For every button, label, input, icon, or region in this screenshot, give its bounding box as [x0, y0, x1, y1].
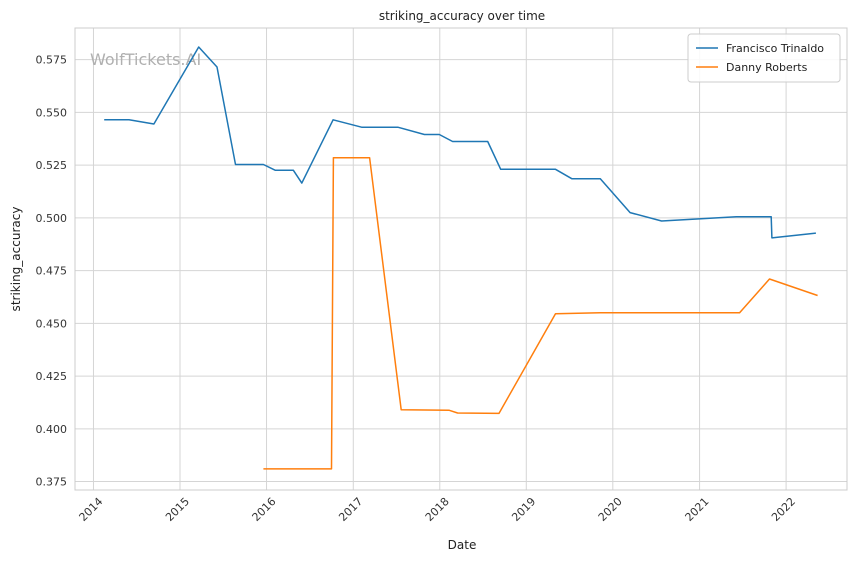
series-line-2 — [263, 156, 818, 470]
y-axis-label: striking_accuracy — [9, 207, 23, 312]
y-tick-label: 0.400 — [36, 423, 68, 436]
y-tick-label: 0.475 — [36, 265, 68, 278]
y-tick-label: 0.550 — [36, 106, 68, 119]
legend-box — [687, 33, 841, 83]
y-tick-label: 0.500 — [36, 212, 68, 225]
legend-label-1: Francisco Trinaldo — [726, 42, 824, 55]
y-tick-label: 0.425 — [36, 370, 68, 383]
plot-area — [74, 27, 848, 491]
y-tick-label: 0.525 — [36, 159, 68, 172]
y-tick-label: 0.575 — [36, 54, 68, 67]
y-tick-label: 0.375 — [36, 476, 68, 489]
series-layer — [104, 46, 818, 470]
chart-title: striking_accuracy over time — [379, 9, 545, 23]
y-tick-label: 0.450 — [36, 317, 68, 330]
series-line-1 — [104, 46, 816, 239]
legend: Francisco Trinaldo Danny Roberts — [687, 33, 841, 83]
watermark-text: WolfTickets.AI — [90, 50, 201, 69]
gridlines — [75, 28, 847, 490]
y-axis-ticks: 0.375 0.400 0.425 0.450 0.475 0.500 0.525 0.550… — [36, 54, 68, 489]
x-axis-label: Date — [448, 538, 477, 552]
legend-label-2: Danny Roberts — [726, 61, 808, 74]
